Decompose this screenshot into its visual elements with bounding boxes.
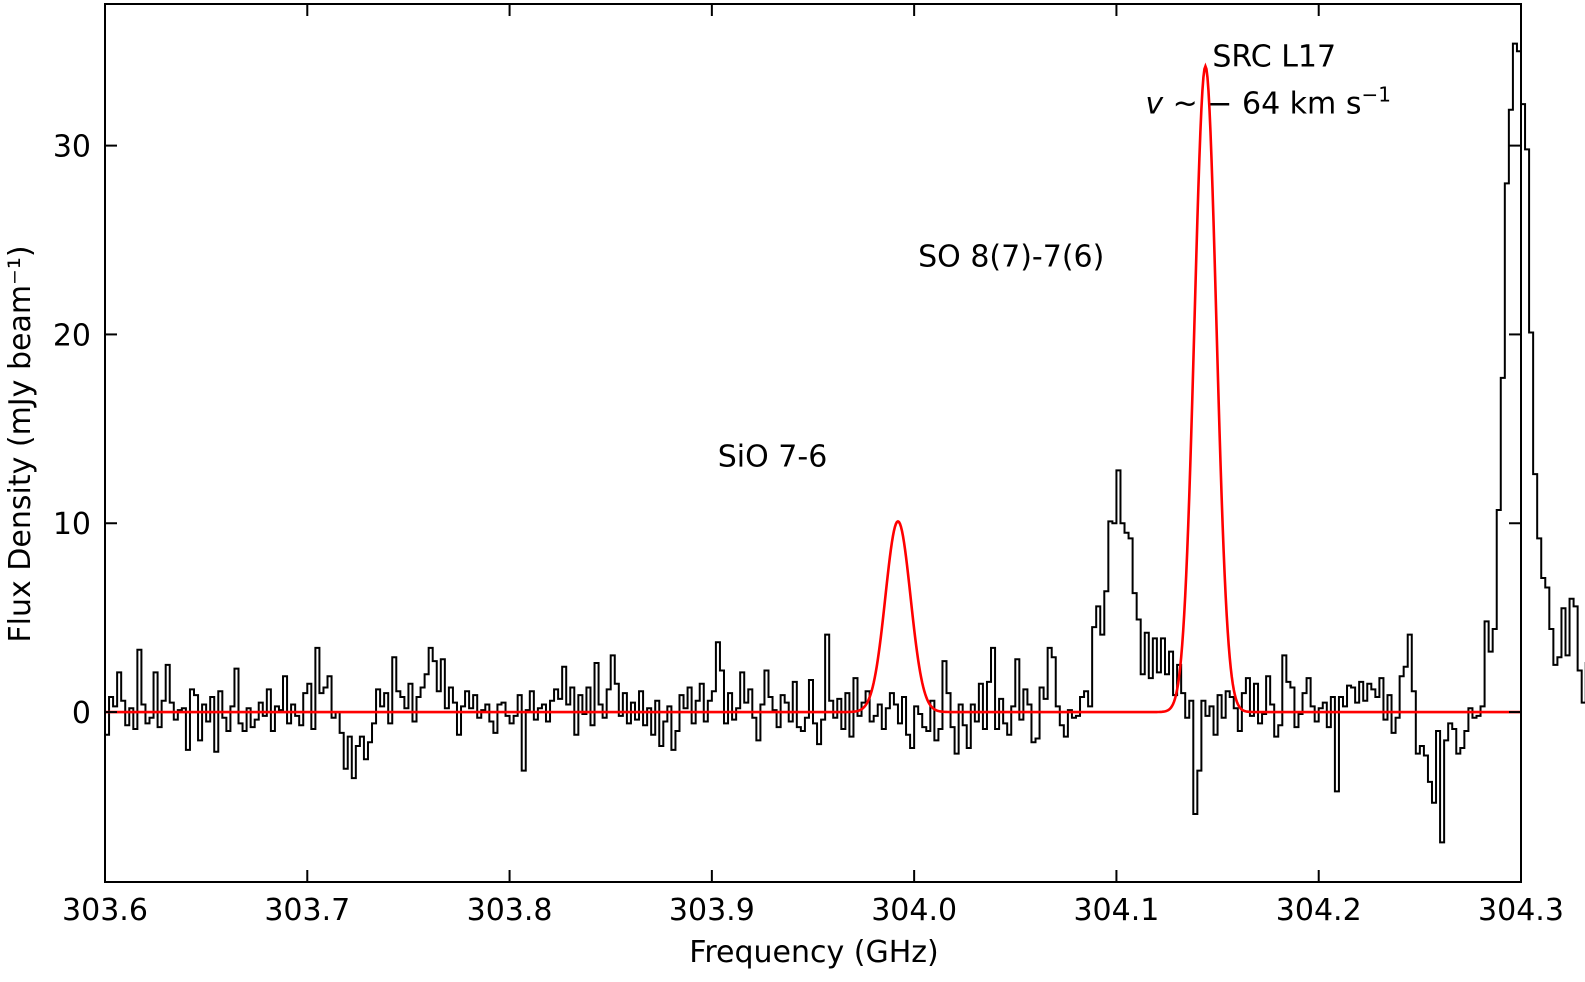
annotation-sio: SiO 7-6 — [718, 440, 828, 475]
x-tick-label: 303.6 — [62, 893, 148, 928]
y-tick-label: 20 — [53, 318, 91, 353]
plot-frame — [104, 3, 1522, 883]
x-tick-label: 304.2 — [1276, 893, 1362, 928]
y-tick-label: 0 — [72, 696, 91, 731]
y-tick-label: 30 — [53, 130, 91, 165]
annotation-velocity: v ~ − 64 km s−1 — [1145, 83, 1391, 122]
x-tick-label: 303.8 — [467, 893, 553, 928]
annotation-so: SO 8(7)-7(6) — [918, 239, 1104, 274]
x-axis-label: Frequency (GHz) — [689, 935, 938, 970]
x-tick-label: 304.3 — [1478, 893, 1564, 928]
x-tick-label: 303.7 — [264, 893, 350, 928]
annotation-velocity-exponent: −1 — [1361, 83, 1390, 107]
spectrum-step-line — [105, 42, 1585, 844]
annotation-source: SRC L17 — [1212, 39, 1336, 74]
plot-area: 303.6 303.7 303.8 303.9 304.0 304.1 304.2 304.3… — [53, 3, 1585, 928]
annotation-velocity-text: ~ − 64 km s — [1163, 87, 1361, 122]
x-tick-label: 304.1 — [1073, 893, 1159, 928]
x-tick-label: 304.0 — [871, 893, 957, 928]
x-tick-label: 303.9 — [669, 893, 755, 928]
gaussian-fit-line — [105, 62, 1521, 714]
y-tick-label: 10 — [53, 507, 91, 542]
y-axis-label: Flux Density (mJy beam⁻¹) — [3, 245, 38, 642]
annotation-velocity-symbol: v — [1145, 87, 1164, 122]
